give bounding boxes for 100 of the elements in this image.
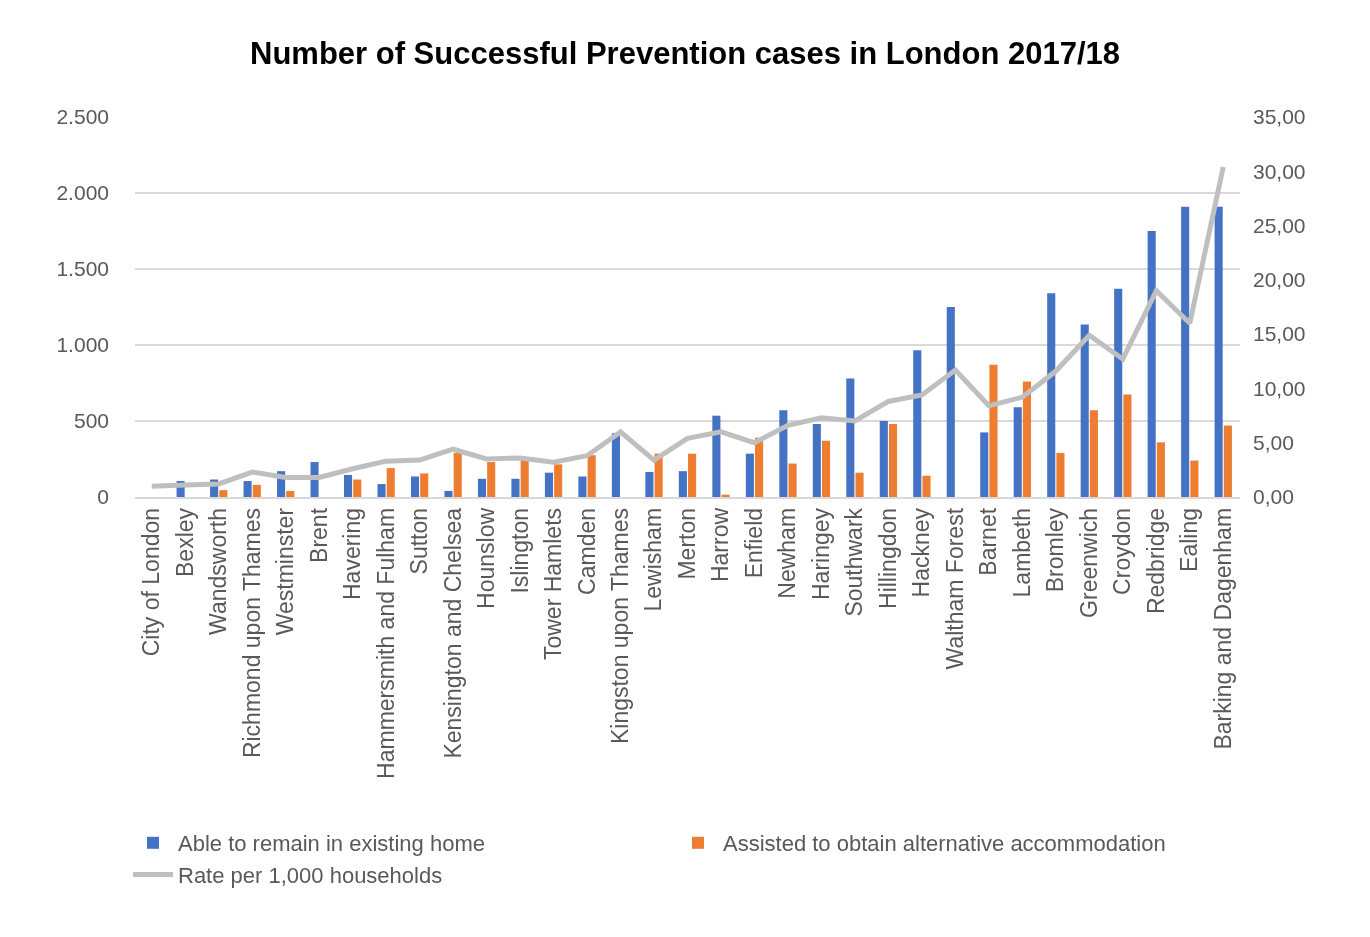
bar — [1022, 381, 1031, 497]
y2-tick-label: 15,00 — [1253, 322, 1306, 346]
y-tick-label: 500 — [73, 409, 109, 433]
x-tick-label: Camden — [573, 507, 600, 595]
x-tick-label: Newham — [774, 507, 801, 599]
x-tick-label: Bromley — [1042, 507, 1069, 593]
x-tick-label: Lewisham — [640, 507, 667, 612]
bar — [879, 421, 888, 497]
bar — [477, 478, 487, 497]
x-tick-label: Kingston upon Thames — [607, 507, 634, 745]
y-tick-label: 2.000 — [56, 181, 109, 205]
bar — [1223, 425, 1232, 497]
x-tick-label: Richmond upon Thames — [238, 507, 265, 759]
bar — [286, 490, 295, 497]
x-tick-label: Hillingdon — [874, 507, 901, 609]
x-tick-label: Hounslow — [473, 507, 500, 609]
bar — [678, 471, 687, 497]
y2-tick-label: 20,00 — [1253, 268, 1306, 292]
y-tick-label: 0 — [97, 485, 109, 509]
bar — [989, 364, 998, 497]
bar — [1080, 324, 1089, 497]
legend-label: Rate per 1,000 households — [178, 862, 443, 888]
x-tick-label: Havering — [339, 507, 366, 600]
y2-tick-label: 35,00 — [1253, 105, 1306, 129]
x-tick-label: Brent — [305, 507, 332, 563]
y-tick-label: 1.000 — [56, 333, 109, 357]
bar — [855, 472, 864, 497]
bar — [1013, 407, 1022, 497]
bar — [922, 475, 931, 497]
bar — [913, 350, 922, 497]
x-tick-label: Croydon — [1109, 507, 1136, 595]
bar — [712, 415, 721, 497]
x-tick-label: Ealing — [1176, 507, 1203, 572]
y-tick-label: 1.500 — [56, 257, 109, 281]
bar — [645, 471, 654, 497]
bar — [846, 378, 855, 497]
bar — [386, 468, 395, 497]
bar — [410, 476, 420, 497]
x-tick-label: Wandsworth — [205, 507, 232, 635]
bar — [520, 459, 529, 497]
x-tick-label: Harrow — [707, 507, 734, 583]
bar — [544, 472, 554, 497]
x-tick-label: Barking and Dagenham — [1209, 507, 1236, 750]
bar — [487, 462, 496, 497]
x-tick-label: Westminster — [272, 507, 299, 636]
bar — [788, 463, 797, 497]
bar — [1156, 442, 1165, 497]
bar — [1047, 293, 1056, 497]
y-tick-label: 2.500 — [56, 105, 109, 129]
chart-title: Number of Successful Prevention cases in London 2017/18 — [250, 35, 1120, 71]
bar — [420, 473, 429, 497]
y2-tick-label: 25,00 — [1253, 213, 1306, 237]
bar — [511, 478, 520, 497]
bar — [554, 464, 563, 497]
bar — [252, 484, 261, 497]
x-tick-label: Kensington and Chelsea — [439, 507, 466, 759]
bar — [344, 474, 353, 497]
x-tick-label: Southwark — [841, 507, 868, 617]
x-tick-label: Lambeth — [1008, 507, 1035, 598]
x-tick-label: Hackney — [908, 507, 935, 598]
x-tick-label: Bexley — [171, 507, 198, 577]
bar — [611, 433, 620, 497]
x-tick-label: Redbridge — [1142, 507, 1169, 615]
bar — [946, 307, 955, 497]
bar — [377, 484, 386, 497]
bar — [1214, 206, 1223, 497]
bar — [1147, 231, 1156, 497]
x-tick-label: Haringey — [807, 507, 834, 600]
x-tick-label: Greenwich — [1075, 507, 1102, 618]
x-tick-label: Merton — [673, 507, 700, 580]
x-tick-label: Waltham Forest — [941, 507, 968, 670]
bar — [980, 432, 989, 497]
bar — [1190, 460, 1199, 497]
bar — [219, 490, 228, 497]
bar — [888, 424, 898, 497]
x-tick-label: Hammersmith and Fulham — [372, 507, 399, 779]
bar — [578, 476, 587, 497]
bar — [812, 424, 821, 497]
legend-label: Assisted to obtain alternative accommodation — [723, 831, 1166, 857]
bar — [745, 453, 754, 497]
bar — [444, 490, 453, 497]
bar — [1123, 394, 1132, 497]
bar — [1089, 410, 1098, 497]
bar — [1114, 288, 1123, 497]
bar — [1056, 452, 1065, 497]
bar — [353, 479, 362, 497]
bar — [1181, 206, 1190, 497]
bar — [755, 437, 764, 497]
x-tick-label: Sutton — [406, 507, 433, 575]
y2-tick-label: 0,00 — [1253, 485, 1294, 509]
y2-tick-label: 10,00 — [1253, 376, 1306, 400]
bar — [821, 440, 831, 497]
bar — [779, 410, 788, 497]
bar — [453, 452, 462, 497]
bar — [688, 453, 697, 497]
x-tick-label: Islington — [506, 507, 533, 594]
y2-tick-label: 30,00 — [1253, 159, 1306, 183]
bar — [243, 481, 252, 497]
x-tick-label: Barnet — [975, 507, 1002, 576]
y2-tick-label: 5,00 — [1253, 431, 1294, 455]
